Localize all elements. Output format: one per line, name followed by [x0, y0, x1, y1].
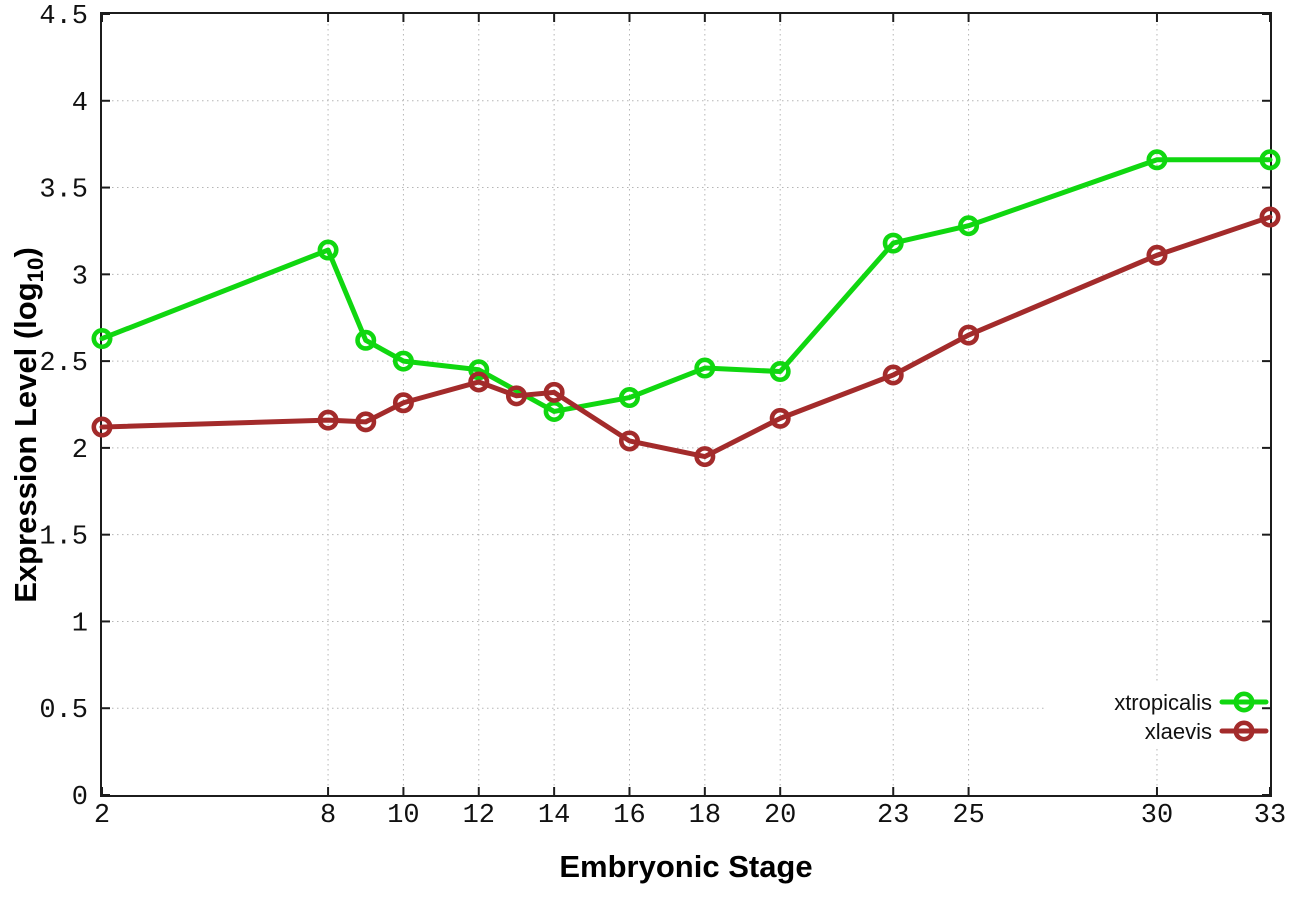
data-point — [1146, 244, 1168, 266]
data-point — [505, 385, 527, 407]
series-line-xlaevis — [99, 214, 1273, 460]
y-tick-label: 0.5 — [39, 696, 88, 726]
data-point — [882, 232, 904, 254]
data-point — [392, 350, 414, 372]
data-point — [392, 392, 414, 414]
x-tick-label: 25 — [952, 801, 984, 831]
y-tick-label: 1.5 — [39, 523, 88, 553]
data-point — [543, 381, 565, 403]
x-tick-label: 14 — [538, 801, 570, 831]
y-axis-title: Expression Level (log10) — [8, 247, 48, 603]
tick-marks — [101, 13, 1271, 796]
x-tick-label: 12 — [463, 801, 495, 831]
data-point — [1259, 149, 1281, 171]
legend-marker-sample — [1233, 720, 1255, 742]
y-tick-labels: 0 0.5 1 1.5 2 2.5 3 3.5 4 4.5 — [39, 2, 88, 813]
series-line-xtropicalis — [99, 157, 1273, 414]
data-point — [317, 239, 339, 261]
data-point — [694, 357, 716, 379]
x-tick-label: 30 — [1141, 801, 1173, 831]
data-point — [355, 411, 377, 433]
data-point — [91, 416, 113, 438]
data-point — [355, 329, 377, 351]
data-point — [958, 215, 980, 237]
y-tick-label: 3 — [72, 262, 88, 292]
gridlines — [102, 14, 1270, 795]
data-point — [468, 359, 490, 381]
legend: xtropicalis xlaevis — [1114, 690, 1269, 744]
x-tick-label: 16 — [613, 801, 645, 831]
series-xtropicalis — [91, 149, 1281, 422]
y-axis-title-close-paren: ) — [8, 247, 43, 258]
legend-item-xtropicalis: xtropicalis — [1114, 690, 1269, 715]
data-point — [1259, 206, 1281, 228]
x-tick-label: 33 — [1254, 801, 1286, 831]
x-axis-title: Embryonic Stage — [559, 849, 813, 884]
data-point — [958, 324, 980, 346]
data-point — [618, 430, 640, 452]
data-point — [1146, 149, 1168, 171]
y-tick-label: 2.5 — [39, 349, 88, 379]
legend-backing — [1046, 682, 1267, 746]
data-point — [882, 364, 904, 386]
y-axis-title-text: Expression Level (log — [8, 282, 43, 603]
legend-marker-sample — [1233, 691, 1255, 713]
plot-border — [100, 12, 1272, 797]
legend-label-xtropicalis: xtropicalis — [1114, 690, 1212, 715]
y-tick-label: 2 — [72, 436, 88, 466]
data-point — [769, 361, 791, 383]
data-point — [694, 446, 716, 468]
data-point — [317, 409, 339, 431]
legend-item-xlaevis: xlaevis — [1145, 719, 1269, 744]
y-tick-label: 4 — [72, 89, 88, 119]
x-tick-label: 2 — [94, 801, 110, 831]
data-point — [769, 407, 791, 429]
data-point — [468, 371, 490, 393]
data-point — [91, 328, 113, 350]
y-tick-label: 4.5 — [39, 2, 88, 32]
x-tick-label: 23 — [877, 801, 909, 831]
y-tick-label: 0 — [72, 783, 88, 813]
y-tick-label: 3.5 — [39, 176, 88, 206]
x-tick-labels: 2 8 10 12 14 16 18 20 23 25 30 33 — [94, 801, 1286, 831]
y-tick-label: 1 — [72, 609, 88, 639]
data-point — [543, 400, 565, 422]
y-axis-title-subscript: 10 — [23, 257, 49, 283]
legend-label-xlaevis: xlaevis — [1145, 719, 1212, 744]
data-point — [618, 387, 640, 409]
x-tick-label: 18 — [689, 801, 721, 831]
x-tick-label: 8 — [320, 801, 336, 831]
series-xlaevis — [91, 206, 1281, 468]
x-tick-label: 10 — [387, 801, 419, 831]
x-tick-label: 20 — [764, 801, 796, 831]
